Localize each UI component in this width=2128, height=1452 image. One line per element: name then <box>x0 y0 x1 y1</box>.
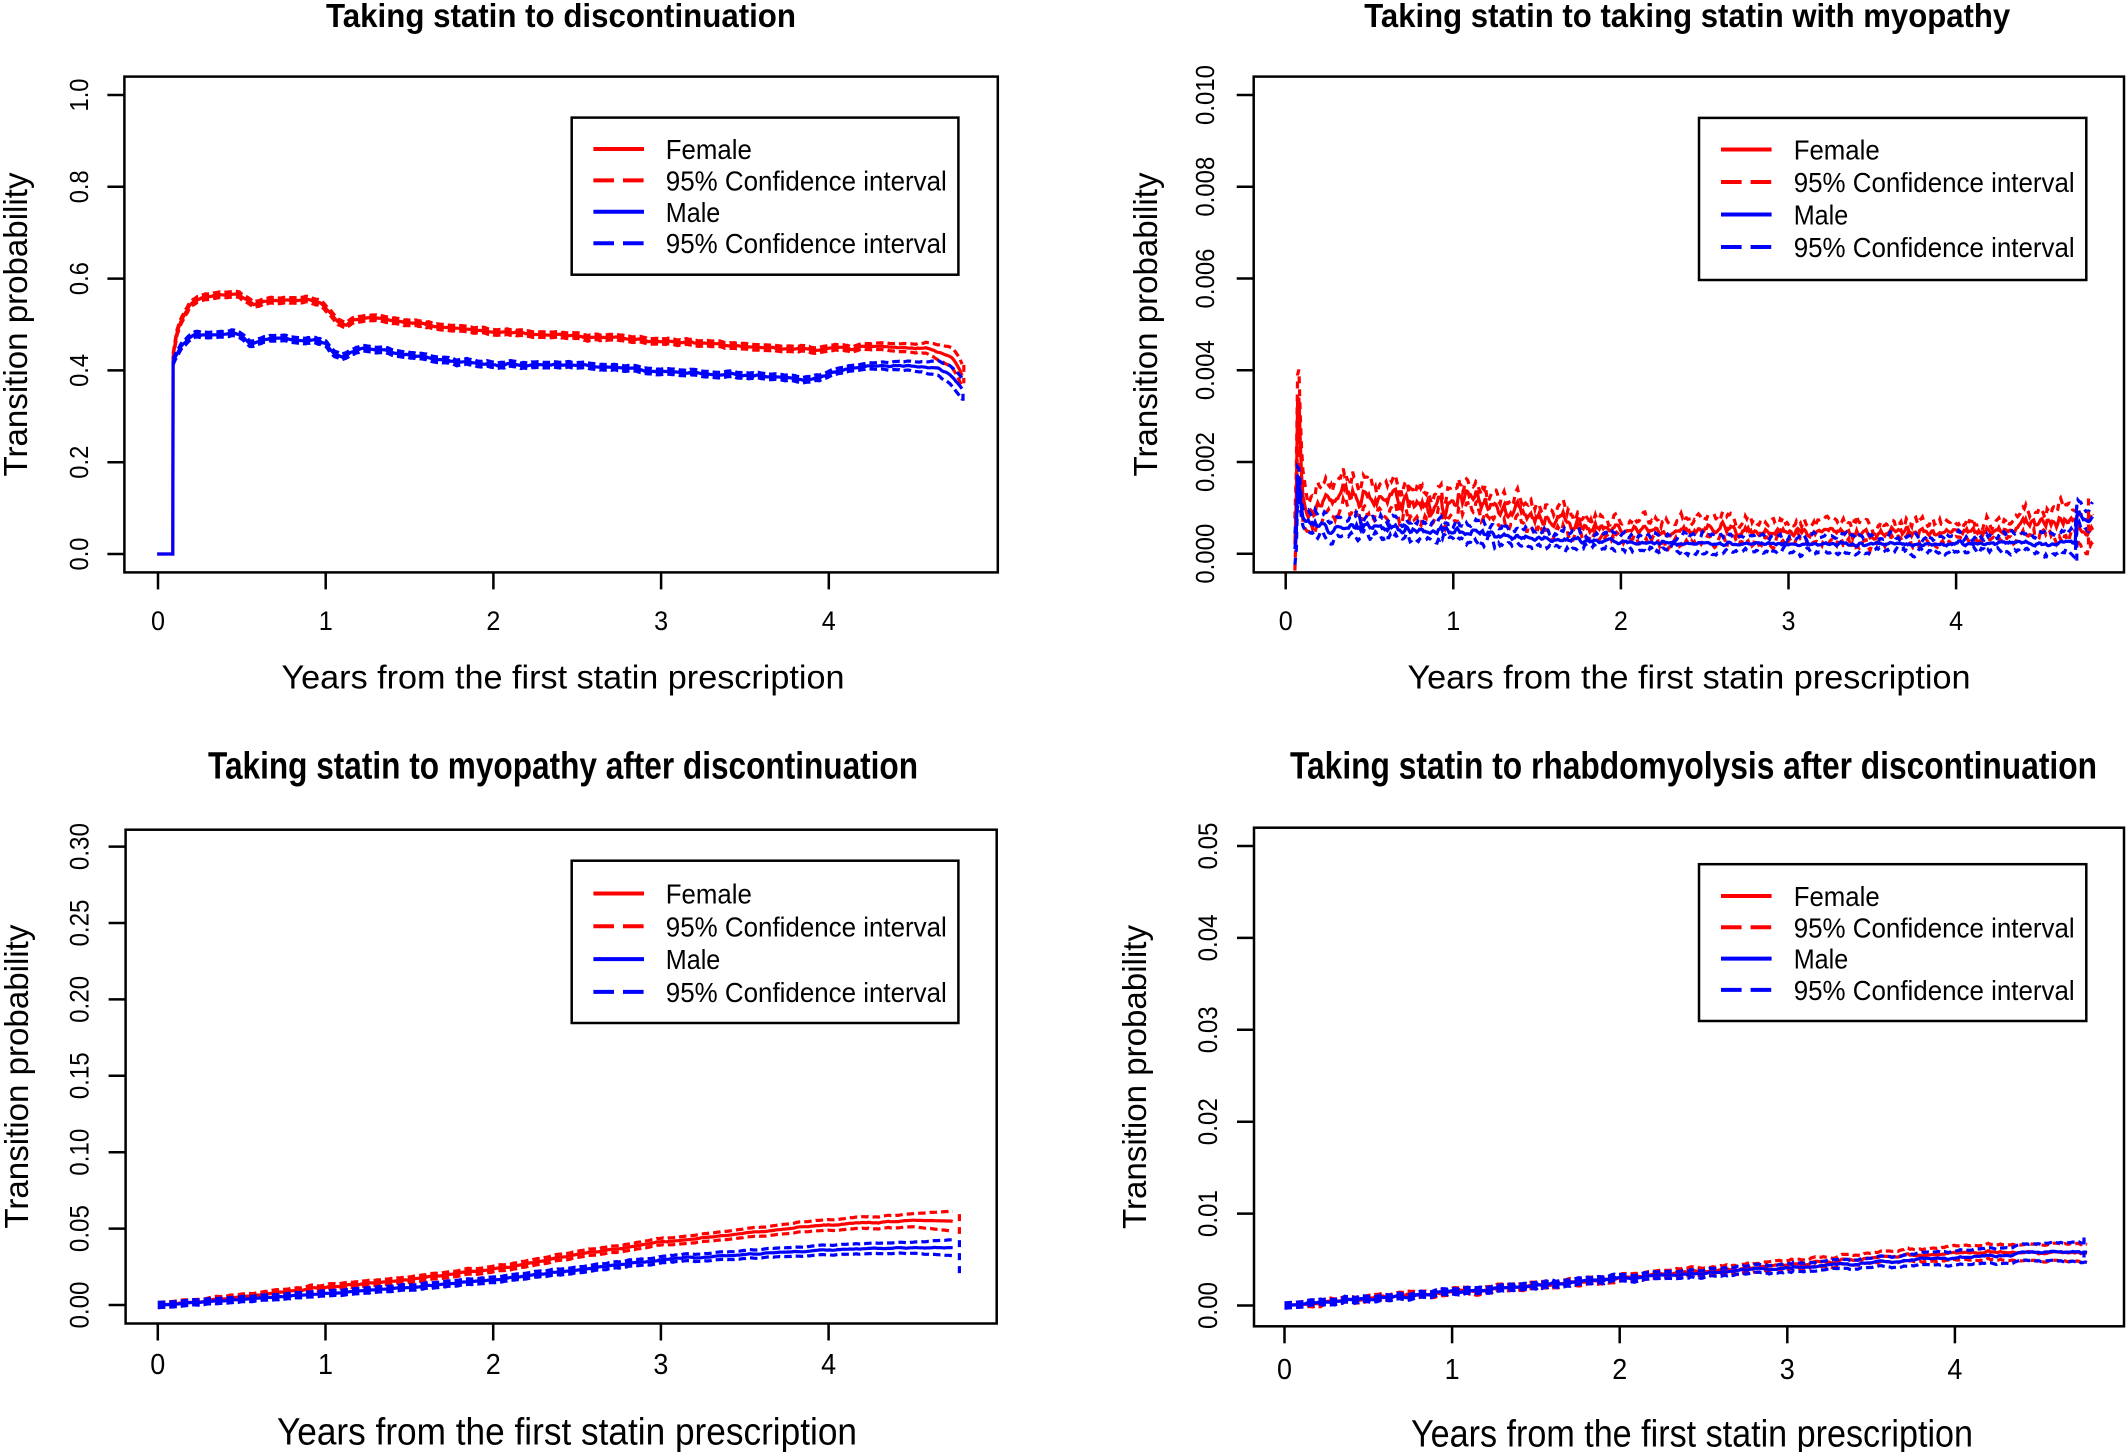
svg-text:0.05: 0.05 <box>1193 823 1223 870</box>
svg-text:Years from the first statin pr: Years from the first statin prescription <box>1411 1411 1973 1452</box>
svg-text:0.006: 0.006 <box>1190 249 1220 309</box>
svg-text:0.15: 0.15 <box>65 1052 95 1099</box>
svg-text:1: 1 <box>318 1349 333 1381</box>
svg-text:0.000: 0.000 <box>1190 524 1220 584</box>
svg-text:95% Confidence interval: 95% Confidence interval <box>1794 912 2075 943</box>
svg-text:0.8: 0.8 <box>64 170 94 203</box>
svg-text:Taking statin to rhabdomyolysi: Taking statin to rhabdomyolysis after di… <box>1290 744 2097 787</box>
svg-text:0.00: 0.00 <box>65 1282 95 1329</box>
svg-text:4: 4 <box>821 1349 836 1381</box>
svg-text:1: 1 <box>319 606 333 636</box>
svg-text:0.04: 0.04 <box>1193 914 1223 961</box>
svg-text:0.2: 0.2 <box>64 446 94 479</box>
svg-text:Female: Female <box>1794 135 1880 166</box>
svg-text:1.0: 1.0 <box>64 79 94 112</box>
svg-text:0.20: 0.20 <box>65 976 95 1023</box>
svg-text:0.010: 0.010 <box>1190 65 1220 125</box>
svg-text:0.02: 0.02 <box>1193 1098 1223 1145</box>
svg-text:Transition probability: Transition probability <box>0 924 36 1228</box>
svg-text:Transition probability: Transition probability <box>0 172 35 476</box>
svg-text:0.00: 0.00 <box>1193 1282 1223 1329</box>
svg-text:0.0: 0.0 <box>64 538 94 571</box>
svg-text:2: 2 <box>1612 1354 1627 1386</box>
svg-text:0: 0 <box>1279 606 1293 636</box>
svg-text:0: 0 <box>150 1349 165 1381</box>
svg-text:Years from the first statin pr: Years from the first statin prescription <box>277 1409 857 1452</box>
svg-text:4: 4 <box>822 606 836 636</box>
svg-text:3: 3 <box>654 606 668 636</box>
svg-text:0: 0 <box>151 606 165 636</box>
svg-text:Male: Male <box>1794 944 1849 975</box>
svg-text:95% Confidence interval: 95% Confidence interval <box>666 977 947 1008</box>
svg-text:0.05: 0.05 <box>65 1205 95 1252</box>
svg-text:0.6: 0.6 <box>64 262 94 295</box>
svg-text:4: 4 <box>1949 606 1963 636</box>
svg-text:Transition probability: Transition probability <box>1117 925 1154 1229</box>
svg-text:95% Confidence interval: 95% Confidence interval <box>666 165 947 196</box>
svg-text:Years from the first statin pr: Years from the first statin prescription <box>282 660 845 697</box>
svg-text:3: 3 <box>1782 606 1796 636</box>
svg-text:Female: Female <box>1794 881 1880 912</box>
svg-text:0.008: 0.008 <box>1190 157 1220 217</box>
svg-text:0.25: 0.25 <box>65 900 95 947</box>
svg-text:Male: Male <box>1794 200 1849 231</box>
svg-text:0.30: 0.30 <box>65 823 95 870</box>
svg-text:2: 2 <box>486 606 500 636</box>
svg-text:0: 0 <box>1277 1354 1292 1386</box>
svg-text:4: 4 <box>1947 1354 1962 1386</box>
svg-text:1: 1 <box>1445 1354 1460 1386</box>
svg-text:Female: Female <box>666 134 752 165</box>
svg-text:Taking statin to discontinuati: Taking statin to discontinuation <box>326 0 796 35</box>
svg-text:0.10: 0.10 <box>65 1129 95 1176</box>
svg-text:0.4: 0.4 <box>64 354 94 387</box>
svg-text:1: 1 <box>1446 606 1460 636</box>
svg-text:3: 3 <box>1780 1354 1795 1386</box>
svg-text:Taking statin to taking statin: Taking statin to taking statin with myop… <box>1364 0 2011 35</box>
svg-text:Male: Male <box>666 944 721 975</box>
svg-text:95% Confidence interval: 95% Confidence interval <box>1794 232 2075 263</box>
svg-text:95% Confidence interval: 95% Confidence interval <box>1794 975 2075 1006</box>
svg-text:Transition probability: Transition probability <box>1128 172 1165 476</box>
svg-text:0.002: 0.002 <box>1190 432 1220 492</box>
svg-text:2: 2 <box>1614 606 1628 636</box>
svg-text:Taking statin to myopathy afte: Taking statin to myopathy after disconti… <box>208 744 918 787</box>
svg-text:95% Confidence interval: 95% Confidence interval <box>666 228 947 259</box>
svg-text:95% Confidence interval: 95% Confidence interval <box>666 911 947 942</box>
svg-text:0.01: 0.01 <box>1193 1190 1223 1237</box>
svg-text:0.004: 0.004 <box>1190 340 1220 400</box>
svg-text:Female: Female <box>666 879 752 910</box>
svg-text:Years from the first statin pr: Years from the first statin prescription <box>1408 660 1971 697</box>
svg-text:3: 3 <box>653 1349 668 1381</box>
svg-text:Male: Male <box>666 197 721 228</box>
svg-text:95% Confidence interval: 95% Confidence interval <box>1794 167 2075 198</box>
svg-text:0.03: 0.03 <box>1193 1006 1223 1053</box>
svg-text:2: 2 <box>486 1349 501 1381</box>
